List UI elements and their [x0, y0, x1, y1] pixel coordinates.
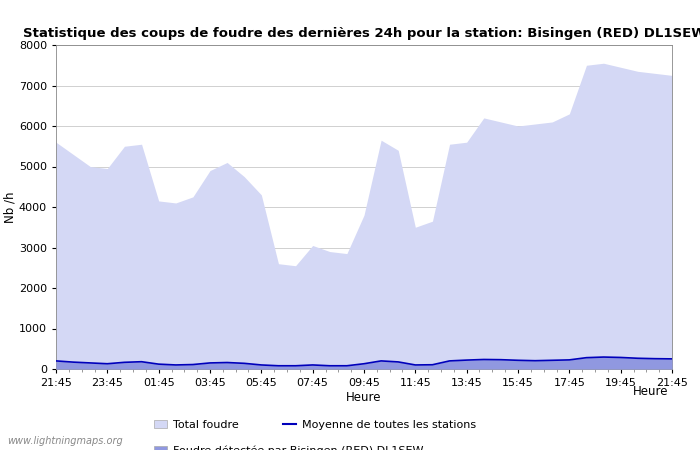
Text: www.lightningmaps.org: www.lightningmaps.org — [7, 436, 122, 446]
X-axis label: Heure: Heure — [346, 391, 382, 404]
Legend: Foudre détectée par Bisingen (RED) DL1SEW: Foudre détectée par Bisingen (RED) DL1SE… — [154, 446, 424, 450]
Y-axis label: Nb /h: Nb /h — [3, 191, 16, 223]
Title: Statistique des coups de foudre des dernières 24h pour la station: Bisingen (RED: Statistique des coups de foudre des dern… — [22, 27, 700, 40]
Text: Heure: Heure — [633, 385, 668, 398]
